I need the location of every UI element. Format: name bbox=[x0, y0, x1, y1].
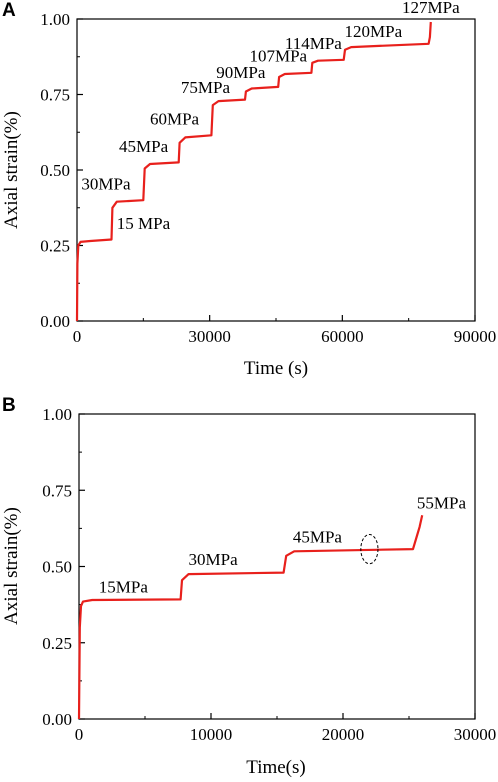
y-tick-label: 0.50 bbox=[40, 161, 70, 180]
stress-level-label: 30MPa bbox=[189, 550, 239, 569]
x-tick-label: 0 bbox=[73, 327, 82, 346]
stress-level-label: 114MPa bbox=[285, 34, 342, 53]
y-tick-label: 0.50 bbox=[42, 558, 72, 577]
y-tick-label: 0.00 bbox=[42, 710, 72, 729]
stress-level-label: 60MPa bbox=[150, 110, 200, 129]
panel-a-series bbox=[75, 21, 432, 322]
x-tick-label: 30000 bbox=[188, 327, 231, 346]
x-tick-label: 0 bbox=[75, 725, 84, 744]
stress-level-label: 15 MPa bbox=[117, 214, 171, 233]
panel-a-annotations: 15 MPa 30MPa 45MPa 60MPa 75MPa90MPa107MPa114… bbox=[81, 0, 460, 233]
stress-level-label: 107MPa bbox=[249, 46, 307, 65]
stress-level-label: 30MPa bbox=[81, 175, 131, 194]
stress-level-label: 55MPa bbox=[417, 494, 467, 513]
x-tick-label: 90000 bbox=[454, 327, 497, 346]
stress-level-label: 75MPa bbox=[181, 78, 231, 97]
x-tick-label: 10000 bbox=[190, 725, 233, 744]
panel-b: B 0 10000 20000 30000 0.000.250.500.751.00 … bbox=[1, 395, 496, 778]
y-tick-label: 0.25 bbox=[40, 237, 70, 256]
y-tick-label: 0.75 bbox=[42, 481, 72, 500]
panel-b-annotations: 15MPa 30MPa 45MPa 55MPa bbox=[99, 494, 467, 597]
x-tick-label: 20000 bbox=[322, 725, 365, 744]
x-tick-label: 30000 bbox=[454, 725, 497, 744]
stress-level-label: 127MPa bbox=[402, 0, 460, 17]
panel-b-plot-frame bbox=[78, 413, 476, 720]
y-tick-label: 1.00 bbox=[42, 405, 72, 424]
strain-series-line bbox=[77, 515, 424, 720]
panel-b-y-ticks: 0.00 0.25 0.50 0.75 1.00 bbox=[42, 405, 85, 729]
y-tick-label: 0.25 bbox=[42, 634, 72, 653]
stress-level-label: 15MPa bbox=[99, 577, 149, 596]
panel-b-x-ticks: 0 10000 20000 30000 bbox=[75, 713, 497, 744]
y-tick-label: 0.75 bbox=[40, 86, 70, 105]
panel-b-letter: B bbox=[2, 395, 16, 416]
y-tick-label: 1.00 bbox=[40, 10, 70, 29]
x-tick-label: 60000 bbox=[321, 327, 364, 346]
panel-b-series bbox=[77, 515, 424, 720]
panel-a-x-ticks: 0 30000 60000 90000 bbox=[73, 315, 497, 346]
panel-a: A 0 30000 60000 90000 0.000.250.500.751.00 … bbox=[1, 0, 496, 379]
y-tick-label: 0.00 bbox=[40, 312, 70, 331]
highlight-ellipse bbox=[360, 533, 379, 565]
stress-level-label: 120MPa bbox=[345, 22, 403, 41]
strain-series-line bbox=[75, 21, 432, 322]
panel-a-x-axis-title: Time (s) bbox=[244, 358, 308, 379]
stress-level-label: 90MPa bbox=[216, 63, 266, 82]
stress-level-label: 45MPa bbox=[119, 137, 169, 156]
stress-level-label: 45MPa bbox=[293, 528, 343, 547]
panel-a-y-axis-title: Axial strain(%) bbox=[1, 111, 22, 229]
panel-b-y-axis-title: Axial strain(%) bbox=[1, 507, 22, 625]
panel-b-x-axis-title: Time(s) bbox=[246, 757, 305, 778]
panel-a-letter: A bbox=[2, 0, 16, 21]
panel-a-y-ticks: 0.00 0.25 0.50 0.75 1.00 bbox=[40, 10, 83, 331]
